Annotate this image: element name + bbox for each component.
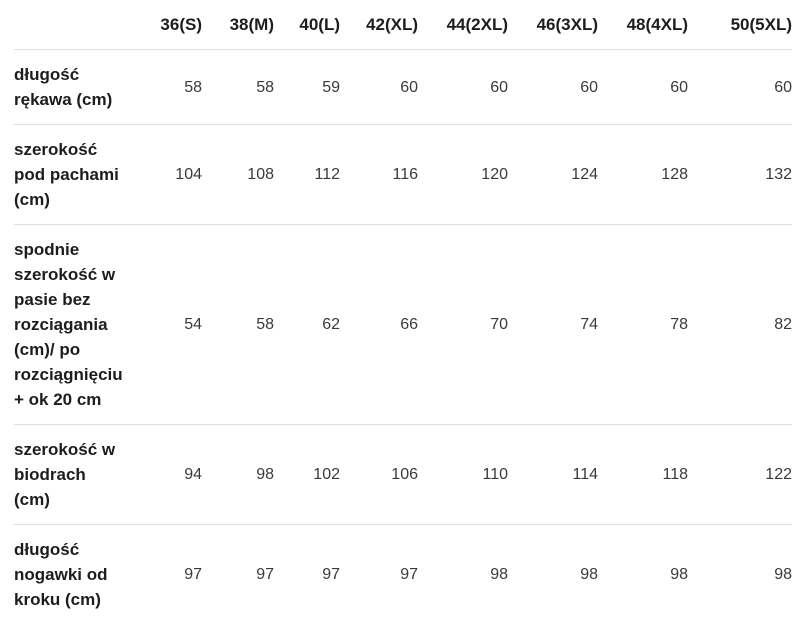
size-value-cell: 98 — [688, 524, 792, 624]
size-value-cell: 94 — [146, 424, 202, 525]
size-value-cell: 108 — [202, 124, 274, 225]
size-column-header: 48(4XL) — [598, 0, 688, 50]
size-table-head: 36(S) 38(M) 40(L) 42(XL) 44(2XL) 46(3XL) 48(4X… — [14, 0, 792, 50]
size-value-cell: 82 — [688, 224, 792, 425]
size-value-cell: 98 — [202, 424, 274, 525]
size-value-cell: 60 — [508, 49, 598, 125]
size-value-cell: 116 — [340, 124, 418, 225]
table-row: długość rękawa (cm) 58 58 59 60 60 60 60 60 — [14, 49, 792, 125]
size-value-cell: 102 — [274, 424, 340, 525]
header-row: 36(S) 38(M) 40(L) 42(XL) 44(2XL) 46(3XL) 48(4X… — [14, 0, 792, 50]
table-row: długość nogawki od kroku (cm) 97 97 97 97 98 9… — [14, 524, 792, 624]
size-value-cell: 122 — [688, 424, 792, 525]
size-value-cell: 70 — [418, 224, 508, 425]
row-label: szerokość pod pachami (cm) — [14, 124, 146, 225]
size-value-cell: 114 — [508, 424, 598, 525]
size-value-cell: 104 — [146, 124, 202, 225]
size-value-cell: 120 — [418, 124, 508, 225]
size-column-header: 40(L) — [274, 0, 340, 50]
size-table: 36(S) 38(M) 40(L) 42(XL) 44(2XL) 46(3XL) 48(4X… — [14, 0, 792, 624]
size-value-cell: 97 — [340, 524, 418, 624]
size-value-cell: 58 — [146, 49, 202, 125]
table-row: spodnie szerokość w pasie bez rozciągani… — [14, 224, 792, 425]
size-value-cell: 124 — [508, 124, 598, 225]
size-column-header: 50(5XL) — [688, 0, 792, 50]
size-value-cell: 74 — [508, 224, 598, 425]
size-value-cell: 54 — [146, 224, 202, 425]
size-value-cell: 66 — [340, 224, 418, 425]
size-column-header: 44(2XL) — [418, 0, 508, 50]
table-row: szerokość w biodrach (cm) 94 98 102 106 110 11… — [14, 424, 792, 525]
size-value-cell: 58 — [202, 224, 274, 425]
size-value-cell: 59 — [274, 49, 340, 125]
size-value-cell: 60 — [688, 49, 792, 125]
row-label: długość nogawki od kroku (cm) — [14, 524, 146, 624]
row-label: spodnie szerokość w pasie bez rozciągani… — [14, 224, 146, 425]
size-value-cell: 106 — [340, 424, 418, 525]
size-column-header: 38(M) — [202, 0, 274, 50]
size-value-cell: 97 — [146, 524, 202, 624]
size-value-cell: 60 — [340, 49, 418, 125]
size-value-cell: 132 — [688, 124, 792, 225]
size-value-cell: 58 — [202, 49, 274, 125]
size-table-body: długość rękawa (cm) 58 58 59 60 60 60 60 60 szero… — [14, 49, 792, 624]
size-value-cell: 128 — [598, 124, 688, 225]
size-column-header: 42(XL) — [340, 0, 418, 50]
size-value-cell: 97 — [274, 524, 340, 624]
size-chart-container: 36(S) 38(M) 40(L) 42(XL) 44(2XL) 46(3XL) 48(4X… — [14, 0, 792, 624]
row-label: długość rękawa (cm) — [14, 49, 146, 125]
size-value-cell: 78 — [598, 224, 688, 425]
size-column-header: 36(S) — [146, 0, 202, 50]
size-value-cell: 110 — [418, 424, 508, 525]
size-value-cell: 60 — [598, 49, 688, 125]
size-value-cell: 97 — [202, 524, 274, 624]
size-value-cell: 112 — [274, 124, 340, 225]
size-value-cell: 60 — [418, 49, 508, 125]
size-value-cell: 98 — [598, 524, 688, 624]
corner-cell — [14, 0, 146, 50]
size-value-cell: 98 — [418, 524, 508, 624]
size-value-cell: 98 — [508, 524, 598, 624]
table-row: szerokość pod pachami (cm) 104 108 112 116 12… — [14, 124, 792, 225]
size-value-cell: 118 — [598, 424, 688, 525]
size-column-header: 46(3XL) — [508, 0, 598, 50]
size-value-cell: 62 — [274, 224, 340, 425]
row-label: szerokość w biodrach (cm) — [14, 424, 146, 525]
